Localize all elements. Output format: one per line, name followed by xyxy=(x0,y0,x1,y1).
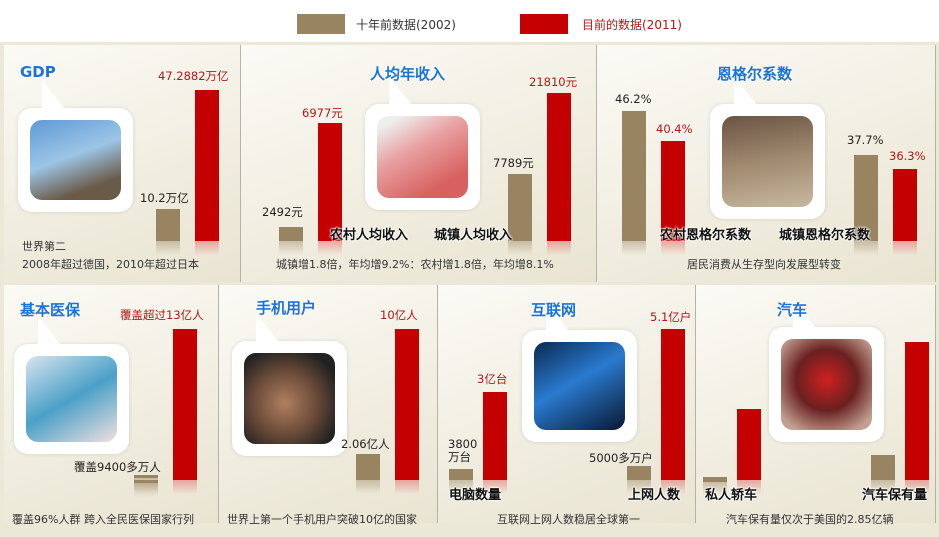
value-label: 47.2882万亿 xyxy=(158,69,229,83)
bar-2011 xyxy=(318,123,342,255)
phone-user-image xyxy=(244,353,335,444)
legend-label-2011: 目前的数据(2011) xyxy=(582,18,682,32)
bar-2011 xyxy=(893,169,917,255)
value-label: 覆盖超过13亿人 xyxy=(120,308,204,322)
category-label: 私人轿车 xyxy=(705,488,758,503)
value-label: 21810元 xyxy=(529,75,578,89)
category-label: 上网人数 xyxy=(628,488,681,503)
panel-title: 恩格尔系数 xyxy=(717,65,793,83)
caption: 汽车保有量仅次于美国的2.85亿辆 xyxy=(726,513,894,526)
children-image xyxy=(722,116,813,207)
bar-2002 xyxy=(279,227,303,255)
value-label: 10亿人 xyxy=(380,308,418,322)
construction-image xyxy=(30,120,121,200)
value-label: 6977元 xyxy=(302,106,343,120)
hospital-image xyxy=(26,356,117,442)
value-label: 5.1亿户 xyxy=(650,310,692,324)
category-label: 农村恩格尔系数 xyxy=(660,228,752,243)
bar-2002 xyxy=(508,174,532,255)
value-label: 覆盖9400多万人 xyxy=(74,460,161,474)
value-label: 46.2% xyxy=(615,92,652,106)
bar-2011 xyxy=(661,141,685,255)
value-label: 37.7% xyxy=(847,133,884,147)
category-label: 电脑数量 xyxy=(449,488,502,503)
value-label: 7789元 xyxy=(493,156,534,170)
legend-swatch-2011 xyxy=(520,14,568,34)
bar-2002 xyxy=(156,209,180,255)
value-label: 5000多万户 xyxy=(589,451,653,465)
panel-title: 手机用户 xyxy=(256,299,317,317)
bar-2011 xyxy=(737,409,761,494)
bar-2011 xyxy=(905,342,929,494)
panel-title: 基本医保 xyxy=(20,301,81,319)
bar-2002 xyxy=(356,454,380,494)
photo-bubble xyxy=(522,302,637,442)
bar-2002-reflection xyxy=(134,480,158,497)
caption: 世界第二 xyxy=(22,240,66,253)
category-label: 汽车保有量 xyxy=(862,488,928,503)
photo-bubble xyxy=(232,313,347,456)
photo-bubble xyxy=(710,76,825,219)
traffic-image xyxy=(781,339,872,430)
bar-2002 xyxy=(134,475,158,492)
category-label: 城镇恩格尔系数 xyxy=(779,228,871,243)
caption: 覆盖96%人群 跨入全民医保国家行列 xyxy=(12,513,194,526)
bar-2002 xyxy=(622,111,646,255)
bar-2002 xyxy=(703,477,727,496)
bar-2011 xyxy=(195,90,219,255)
panel-title: 人均年收入 xyxy=(370,65,446,83)
legend: 十年前数据(2002) 目前的数据(2011) xyxy=(0,0,939,42)
photo-bubble xyxy=(365,76,480,210)
value-label: 10.2万亿 xyxy=(140,191,189,205)
caption: 2008年超过德国，2010年超过日本 xyxy=(22,258,199,271)
panel-title: GDP xyxy=(20,63,56,81)
caption: 世界上第一个手机用户突破10亿的国家 xyxy=(227,513,417,526)
photo-bubble xyxy=(14,316,129,454)
money-image xyxy=(377,116,468,198)
bar-2002 xyxy=(871,455,895,494)
bar-2002 xyxy=(449,469,473,494)
legend-swatch-2002 xyxy=(297,14,345,34)
caption: 城镇增1.8倍，年均增9.2%：农村增1.8倍，年均增8.1% xyxy=(276,258,554,271)
category-label: 农村人均收入 xyxy=(330,228,409,243)
photo-bubble xyxy=(769,299,884,442)
bar-2011 xyxy=(395,329,419,494)
computer-image xyxy=(534,342,625,430)
value-label: 2492元 xyxy=(262,205,303,219)
value-label: 3800万台 xyxy=(448,437,478,464)
panel-title: 汽车 xyxy=(777,301,808,319)
value-label: 36.3% xyxy=(889,149,926,163)
panel-title: 互联网 xyxy=(531,301,577,319)
category-label: 城镇人均收入 xyxy=(434,228,513,243)
value-label: 3亿台 xyxy=(477,372,508,386)
value-label: 2.06亿人 xyxy=(341,437,390,451)
photo-bubble xyxy=(18,80,133,212)
bar-2002 xyxy=(627,466,651,494)
value-label: 40.4% xyxy=(656,122,693,136)
bar-2002 xyxy=(854,155,878,255)
bar-2011 xyxy=(173,329,197,494)
bar-2011 xyxy=(483,392,507,494)
legend-label-2002: 十年前数据(2002) xyxy=(356,18,456,32)
caption: 居民消费从生存型向发展型转变 xyxy=(687,258,841,271)
bar-2011 xyxy=(547,93,571,255)
caption: 互联网上网人数稳居全球第一 xyxy=(497,513,640,526)
bar-2011 xyxy=(661,329,685,494)
